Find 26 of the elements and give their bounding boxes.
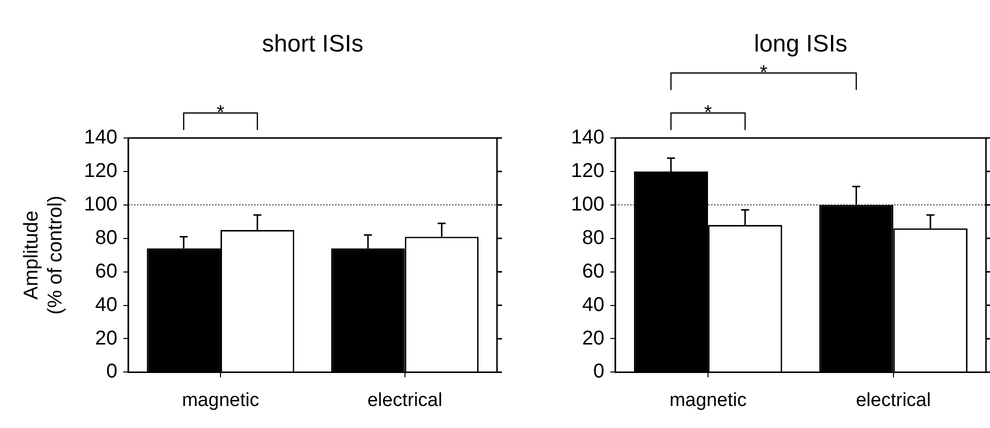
chart-title: short ISIs (262, 30, 364, 58)
y-tick-label: 80 (582, 226, 604, 249)
y-tick-label: 120 (570, 160, 604, 182)
y-tick-label: 20 (95, 327, 118, 350)
y-tick-label: 40 (582, 294, 604, 316)
x-tick-label: electrical (367, 390, 442, 411)
y-tick-label: 0 (106, 360, 118, 383)
y-tick-label: 140 (570, 126, 604, 149)
x-tick-label: magnetic (669, 390, 747, 411)
text: * (760, 62, 768, 84)
chart-title: long ISIs (754, 30, 848, 58)
y-axis-title: Amplitude (% of control) (20, 196, 67, 315)
y-tick-label: 120 (84, 160, 118, 182)
y-tick-label: 60 (95, 260, 118, 282)
y-tick-label: 100 (570, 193, 604, 216)
text: * (216, 102, 225, 124)
y-tick-label: 60 (582, 260, 604, 282)
y-tick-label: 0 (593, 360, 604, 383)
y-tick-label: 100 (84, 193, 118, 216)
y-tick-label: 80 (95, 226, 118, 249)
text: * (704, 102, 712, 124)
y-tick-label: 40 (95, 294, 118, 316)
y-tick-label: 20 (582, 327, 604, 350)
x-tick-label: electrical (856, 390, 931, 411)
x-tick-label: magnetic (182, 390, 260, 411)
y-tick-label: 140 (84, 126, 118, 149)
